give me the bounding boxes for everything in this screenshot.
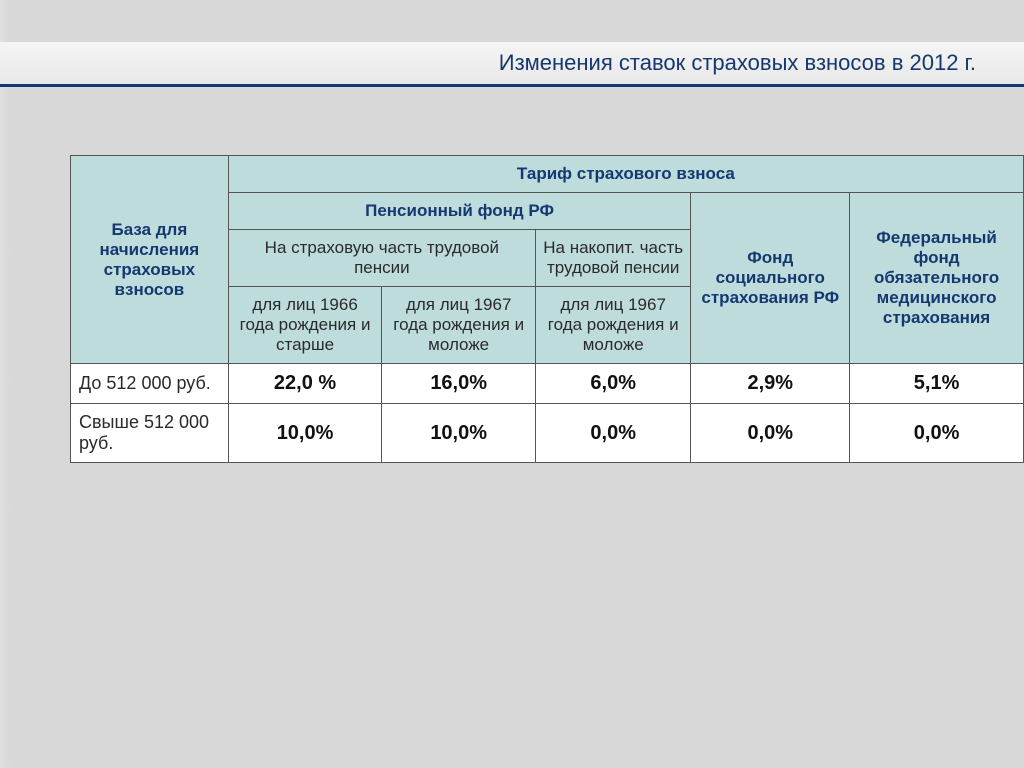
header-social: Фонд социального страхования РФ bbox=[691, 193, 850, 364]
row-label: До 512 000 руб. bbox=[71, 364, 229, 404]
table-row: До 512 000 руб. 22,0 % 16,0% 6,0% 2,9% 5… bbox=[71, 364, 1024, 404]
cell-value: 0,0% bbox=[535, 404, 690, 463]
cell-value: 2,9% bbox=[691, 364, 850, 404]
header-insurance-part: На страховую часть трудовой пенсии bbox=[228, 230, 535, 287]
cell-value: 0,0% bbox=[850, 404, 1024, 463]
header-base: База для начисления страховых взносов bbox=[71, 156, 229, 364]
cell-value: 5,1% bbox=[850, 364, 1024, 404]
rates-table-container: База для начисления страховых взносов Та… bbox=[70, 155, 1024, 463]
header-tariff: Тариф страхового взноса bbox=[228, 156, 1023, 193]
cell-value: 6,0% bbox=[535, 364, 690, 404]
header-born-1966: для лиц 1966 года рождения и старше bbox=[228, 287, 382, 364]
row-label: Свыше 512 000 руб. bbox=[71, 404, 229, 463]
cell-value: 16,0% bbox=[382, 364, 536, 404]
table-row: Свыше 512 000 руб. 10,0% 10,0% 0,0% 0,0%… bbox=[71, 404, 1024, 463]
header-medical: Федеральный фонд обязательного медицинск… bbox=[850, 193, 1024, 364]
cell-value: 0,0% bbox=[691, 404, 850, 463]
cell-value: 10,0% bbox=[382, 404, 536, 463]
rates-table: База для начисления страховых взносов Та… bbox=[70, 155, 1024, 463]
page-title: Изменения ставок страховых взносов в 201… bbox=[499, 50, 976, 76]
header-accum-part: На накопит. часть трудовой пенсии bbox=[535, 230, 690, 287]
header-pension: Пенсионный фонд РФ bbox=[228, 193, 691, 230]
title-bar: Изменения ставок страховых взносов в 201… bbox=[0, 42, 1024, 87]
header-born-1967b: для лиц 1967 года рождения и моложе bbox=[535, 287, 690, 364]
cell-value: 10,0% bbox=[228, 404, 382, 463]
header-born-1967a: для лиц 1967 года рождения и моложе bbox=[382, 287, 536, 364]
cell-value: 22,0 % bbox=[228, 364, 382, 404]
